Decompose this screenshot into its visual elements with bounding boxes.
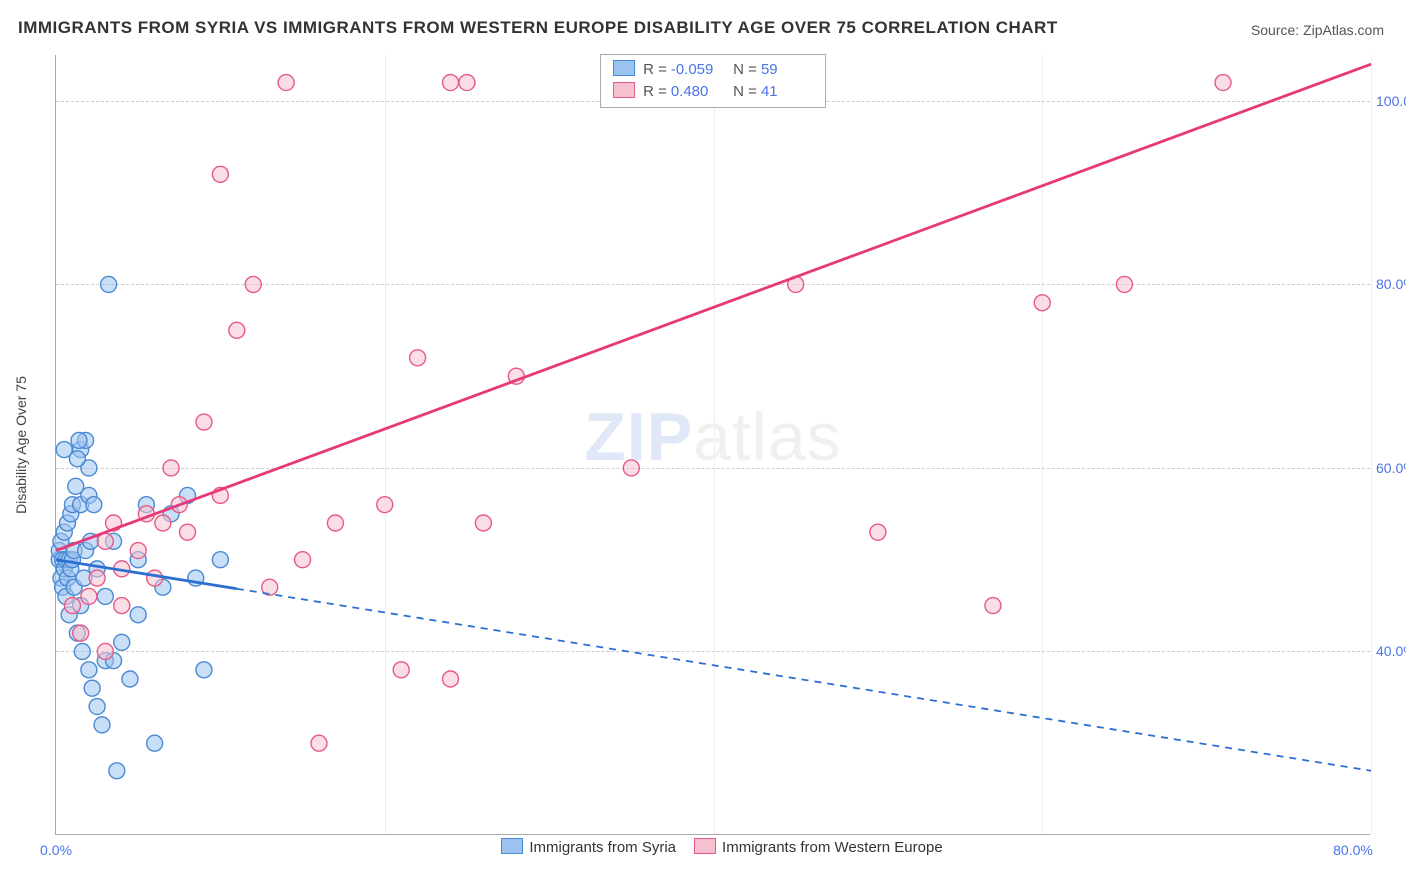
source-label: Source: ZipAtlas.com: [1251, 22, 1384, 38]
legend-swatch: [501, 838, 523, 854]
data-point: [311, 735, 327, 751]
data-point: [147, 570, 163, 586]
data-point: [130, 543, 146, 559]
data-point: [377, 497, 393, 513]
data-point: [327, 515, 343, 531]
data-point: [122, 671, 138, 687]
data-point: [81, 662, 97, 678]
data-point: [410, 350, 426, 366]
y-tick-label: 80.0%: [1376, 276, 1406, 292]
data-point: [1034, 295, 1050, 311]
data-point: [475, 515, 491, 531]
data-point: [870, 524, 886, 540]
data-point: [114, 598, 130, 614]
data-point: [443, 671, 459, 687]
data-point: [71, 432, 87, 448]
y-tick-label: 100.0%: [1376, 93, 1406, 109]
data-point: [94, 717, 110, 733]
data-point: [180, 524, 196, 540]
data-point: [393, 662, 409, 678]
x-tick-label: 80.0%: [1333, 842, 1373, 858]
data-point: [114, 634, 130, 650]
data-point: [86, 497, 102, 513]
data-point: [89, 699, 105, 715]
data-point: [212, 552, 228, 568]
data-point: [985, 598, 1001, 614]
data-point: [459, 75, 475, 91]
data-point: [229, 322, 245, 338]
data-point: [97, 588, 113, 604]
data-point: [1116, 276, 1132, 292]
y-tick-label: 40.0%: [1376, 643, 1406, 659]
data-point: [196, 414, 212, 430]
stats-row: R =0.480 N =41: [613, 81, 813, 103]
data-point: [109, 763, 125, 779]
data-point: [73, 625, 89, 641]
legend-swatch: [694, 838, 716, 854]
data-point: [101, 276, 117, 292]
legend: Immigrants from Syria Immigrants from Wes…: [56, 838, 1370, 856]
data-point: [245, 276, 261, 292]
stat-r-value: -0.059: [671, 59, 723, 81]
data-point: [163, 460, 179, 476]
y-axis-title: Disability Age Over 75: [13, 376, 29, 514]
trend-line-solid: [56, 64, 1371, 550]
data-point: [443, 75, 459, 91]
data-point: [97, 643, 113, 659]
data-point: [196, 662, 212, 678]
grid-line-v: [1371, 55, 1372, 834]
stat-r-label: R =: [643, 83, 667, 100]
data-point: [212, 166, 228, 182]
data-point: [64, 598, 80, 614]
stat-r-label: R =: [643, 61, 667, 78]
data-point: [295, 552, 311, 568]
data-point: [56, 442, 72, 458]
data-point: [89, 570, 105, 586]
trend-line-dashed: [237, 589, 1371, 771]
chart-title: IMMIGRANTS FROM SYRIA VS IMMIGRANTS FROM…: [18, 18, 1058, 38]
plot-svg: [56, 55, 1370, 834]
legend-label: Immigrants from Western Europe: [722, 839, 943, 856]
data-point: [130, 607, 146, 623]
data-point: [155, 515, 171, 531]
y-tick-label: 60.0%: [1376, 460, 1406, 476]
data-point: [84, 680, 100, 696]
stat-swatch: [613, 82, 635, 98]
data-point: [623, 460, 639, 476]
legend-label: Immigrants from Syria: [529, 839, 676, 856]
stat-n-value: 41: [761, 81, 813, 103]
data-point: [1215, 75, 1231, 91]
stat-swatch: [613, 60, 635, 76]
stats-box: R =-0.059 N =59R =0.480 N =41: [600, 54, 826, 108]
data-point: [147, 735, 163, 751]
stat-n-label: N =: [733, 61, 757, 78]
stats-row: R =-0.059 N =59: [613, 59, 813, 81]
data-point: [278, 75, 294, 91]
plot-area: ZIPatlas Disability Age Over 75 R =-0.05…: [55, 55, 1370, 835]
stat-n-label: N =: [733, 83, 757, 100]
data-point: [74, 643, 90, 659]
stat-n-value: 59: [761, 59, 813, 81]
data-point: [81, 588, 97, 604]
stat-r-value: 0.480: [671, 81, 723, 103]
x-tick-label: 0.0%: [40, 842, 72, 858]
